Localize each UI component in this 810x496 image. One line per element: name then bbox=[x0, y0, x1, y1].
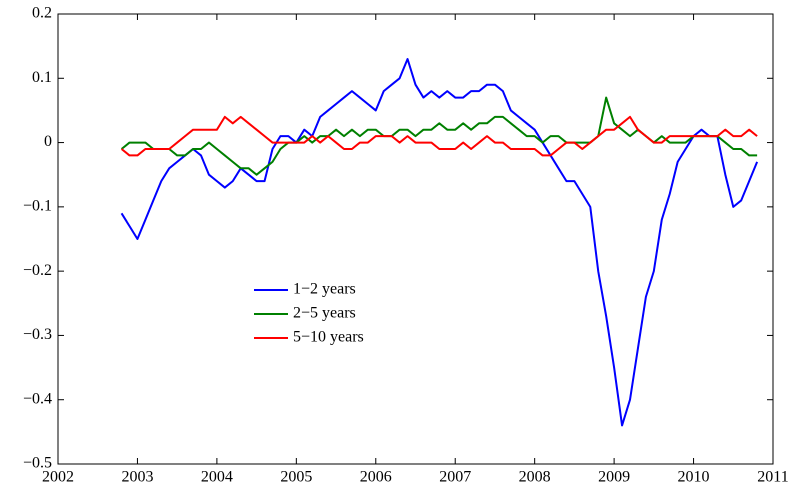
y-tick-label: −0.3 bbox=[23, 326, 52, 343]
x-tick-label: 2010 bbox=[678, 469, 710, 486]
y-tick-label: −0.2 bbox=[23, 262, 52, 279]
x-tick-label: 2003 bbox=[121, 469, 153, 486]
y-tick-label: 0.1 bbox=[32, 69, 52, 86]
y-tick-label: −0.1 bbox=[23, 198, 52, 215]
x-tick-label: 2006 bbox=[360, 469, 392, 486]
x-tick-label: 2005 bbox=[280, 469, 312, 486]
x-tick-label: 2002 bbox=[42, 469, 74, 486]
series-line bbox=[120, 58, 759, 427]
y-tick-label: 0 bbox=[44, 133, 52, 150]
x-tick-label: 2004 bbox=[201, 469, 233, 486]
legend-label: 5−10 years bbox=[293, 329, 364, 346]
legend-label: 1−2 years bbox=[293, 281, 356, 298]
x-tick-label: 2007 bbox=[439, 469, 471, 486]
x-tick-label: 2011 bbox=[757, 469, 788, 486]
y-tick-label: −0.5 bbox=[23, 455, 52, 472]
legend-label: 2−5 years bbox=[293, 305, 356, 322]
series-line bbox=[120, 115, 758, 157]
y-tick-label: −0.4 bbox=[23, 390, 52, 407]
y-tick-label: 0.2 bbox=[32, 5, 52, 22]
x-tick-label: 2008 bbox=[519, 469, 551, 486]
x-tick-label: 2009 bbox=[598, 469, 630, 486]
plot-frame bbox=[57, 13, 774, 465]
